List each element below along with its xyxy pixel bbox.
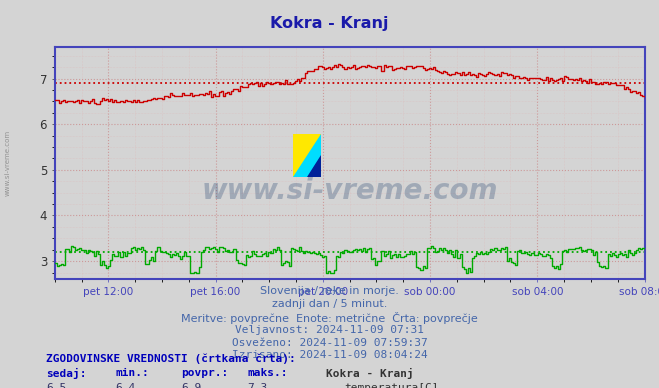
Text: www.si-vreme.com: www.si-vreme.com: [5, 130, 11, 196]
Polygon shape: [293, 134, 321, 177]
Text: 7,3: 7,3: [247, 383, 268, 388]
Text: Kokra - Kranj: Kokra - Kranj: [270, 16, 389, 31]
Text: 6,5: 6,5: [46, 383, 67, 388]
Text: sedaj:: sedaj:: [46, 368, 86, 379]
Text: Osveženo: 2024-11-09 07:59:37: Osveženo: 2024-11-09 07:59:37: [231, 338, 428, 348]
Text: zadnji dan / 5 minut.: zadnji dan / 5 minut.: [272, 299, 387, 309]
Text: Izrisano: 2024-11-09 08:04:24: Izrisano: 2024-11-09 08:04:24: [231, 350, 428, 360]
Polygon shape: [293, 134, 321, 177]
Text: maks.:: maks.:: [247, 368, 287, 378]
Text: 6,4: 6,4: [115, 383, 136, 388]
Text: povpr.:: povpr.:: [181, 368, 229, 378]
Polygon shape: [307, 155, 321, 177]
Text: www.si-vreme.com: www.si-vreme.com: [202, 177, 498, 205]
Text: ZGODOVINSKE VREDNOSTI (črtkana črta):: ZGODOVINSKE VREDNOSTI (črtkana črta):: [46, 353, 296, 364]
Text: Slovenija / reke in morje.: Slovenija / reke in morje.: [260, 286, 399, 296]
Text: temperatura[C]: temperatura[C]: [345, 383, 439, 388]
Text: min.:: min.:: [115, 368, 149, 378]
Text: Meritve: povprečne  Enote: metrične  Črta: povprečje: Meritve: povprečne Enote: metrične Črta:…: [181, 312, 478, 324]
Text: 6,9: 6,9: [181, 383, 202, 388]
Text: Veljavnost: 2024-11-09 07:31: Veljavnost: 2024-11-09 07:31: [235, 325, 424, 335]
Text: Kokra - Kranj: Kokra - Kranj: [326, 368, 414, 379]
